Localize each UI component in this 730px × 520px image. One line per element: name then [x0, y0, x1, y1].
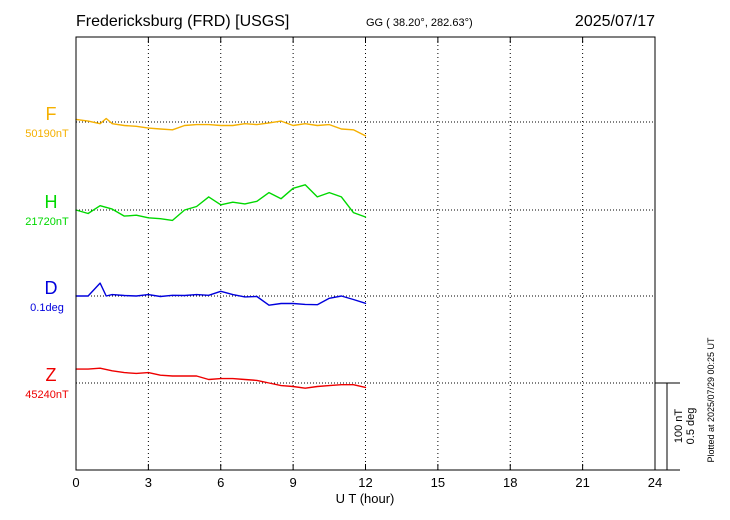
series-label-f: F — [46, 104, 57, 124]
x-tick-label: 15 — [431, 475, 445, 490]
x-tick-label: 3 — [145, 475, 152, 490]
label-layer: F 50190nT H 21720nT D 0.1deg Z 45240nT — [25, 104, 69, 401]
series-line-h — [75, 184, 367, 222]
series-layer — [75, 117, 367, 389]
plotted-at-note: Plotted at 2025/07/29 00:25 UT — [706, 337, 716, 463]
scale-bar-deg-label: 0.5 deg — [685, 408, 697, 445]
baseline-value-d: 0.1deg — [30, 302, 64, 314]
x-tick-label: 24 — [648, 475, 662, 490]
series-label-z: Z — [46, 365, 57, 385]
series-line-z — [75, 367, 367, 389]
series-label-d: D — [45, 278, 58, 298]
x-tick-label: 18 — [503, 475, 517, 490]
x-tick-label: 21 — [575, 475, 589, 490]
chart-title: Fredericksburg (FRD) [USGS] — [76, 13, 289, 30]
chart-date: 2025/07/17 — [575, 13, 655, 30]
series-label-h: H — [45, 192, 58, 212]
baseline-value-f: 50190nT — [25, 128, 69, 140]
series-line-d — [75, 282, 367, 306]
x-tick-label: 0 — [72, 475, 79, 490]
x-tick-label: 9 — [290, 475, 297, 490]
coordinate-readout: GG ( 38.20°, 282.63°) — [366, 17, 473, 29]
scale-bar-nt-label: 100 nT — [673, 409, 685, 444]
baseline-value-h: 21720nT — [25, 216, 69, 228]
tick-layer: 0 3 6 9 12 15 18 21 24 — [72, 37, 662, 490]
grid-layer — [147, 37, 584, 470]
plot-frame — [75, 36, 656, 471]
series-line-f — [75, 117, 367, 137]
x-axis-label: U T (hour) — [336, 491, 395, 506]
x-tick-label: 12 — [358, 475, 372, 490]
x-tick-label: 6 — [217, 475, 224, 490]
baseline-value-z: 45240nT — [25, 389, 69, 401]
